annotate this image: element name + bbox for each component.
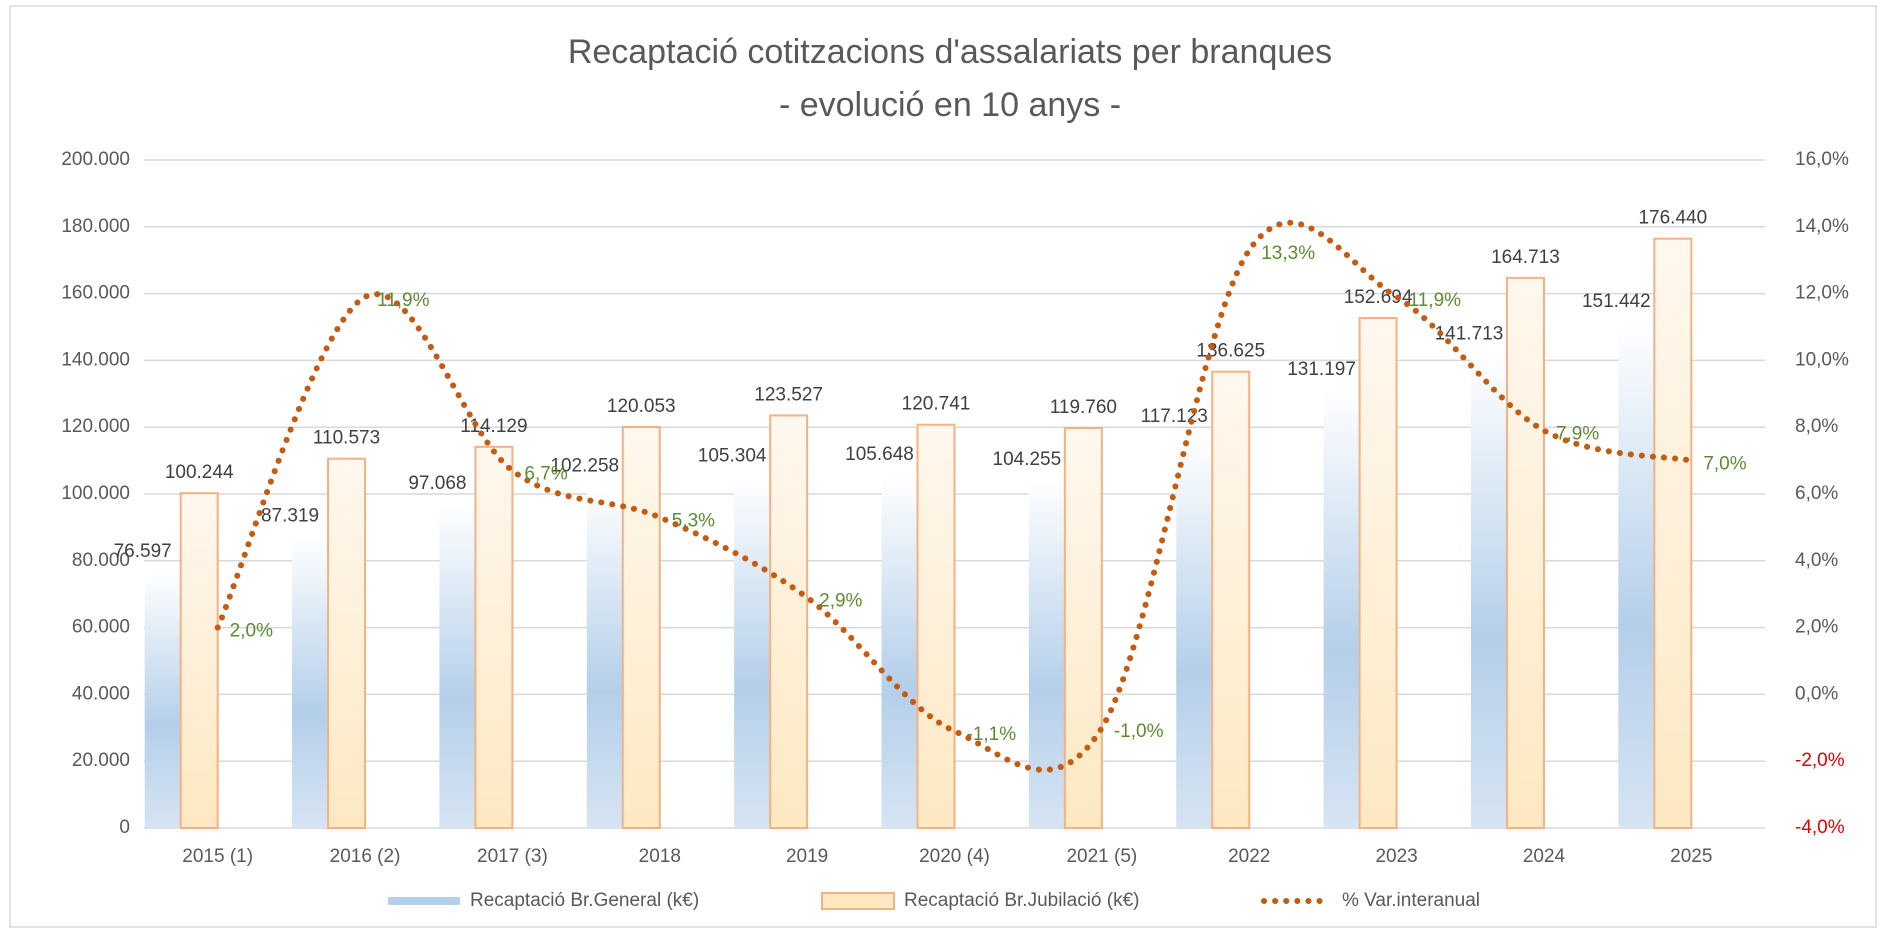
legend-label: % Var.interanual: [1342, 890, 1480, 911]
data-label: 120.053: [607, 396, 676, 417]
data-label: 119.760: [1050, 397, 1117, 418]
y-tick-label: 200.000: [61, 149, 130, 170]
y2-tick-label: 8,0%: [1795, 416, 1838, 437]
bar: [1211, 370, 1251, 829]
chart-subtitle: - evolució en 10 anys -: [779, 86, 1121, 124]
bar: [1618, 322, 1656, 828]
chart-title: Recaptació cotitzacions d'assalariats pe…: [568, 33, 1332, 71]
y2-tick-label: 6,0%: [1795, 483, 1838, 504]
y2-tick-label: 16,0%: [1795, 149, 1849, 170]
data-label: 87.319: [261, 505, 319, 526]
data-label: 105.648: [845, 444, 914, 465]
bar: [292, 536, 330, 828]
data-label: 141.713: [1435, 324, 1504, 345]
x-tick-label: 2022: [1228, 846, 1270, 867]
data-label: 114.129: [460, 416, 527, 437]
bar: [1063, 427, 1103, 829]
bar: [586, 486, 624, 828]
y-tick-label: 0: [119, 817, 130, 838]
data-label: 176.440: [1638, 208, 1707, 229]
bar: [621, 426, 661, 829]
x-tick-label: 2025: [1670, 846, 1712, 867]
bar: [144, 572, 182, 828]
data-label: 97.068: [408, 473, 466, 494]
bar: [179, 492, 219, 829]
line-label: 11,9%: [377, 290, 430, 311]
data-label: 102.258: [550, 455, 619, 476]
y2-tick-label: 0,0%: [1795, 683, 1838, 704]
data-label: 104.255: [993, 449, 1062, 470]
y-tick-label: 20.000: [72, 750, 130, 771]
legend-swatch: [388, 897, 460, 905]
y2-tick-label: -2,0%: [1795, 750, 1845, 771]
x-tick-label: 2017 (3): [477, 846, 548, 867]
line-label: -1,1%: [967, 724, 1017, 745]
legend-label: Recaptació Br.Jubilació (k€): [904, 890, 1140, 911]
legend-label: Recaptació Br.General (k€): [470, 890, 699, 911]
y-tick-label: 160.000: [61, 283, 130, 304]
bar: [1176, 436, 1214, 828]
bar: [439, 503, 477, 828]
x-tick-label: 2020 (4): [919, 846, 990, 867]
data-label: 105.304: [698, 445, 767, 466]
line-label: -1,0%: [1114, 721, 1164, 742]
line-label: 6,7%: [524, 464, 567, 485]
y2-tick-label: 12,0%: [1795, 283, 1849, 304]
x-tick-label: 2024: [1523, 846, 1566, 867]
data-label: 117.123: [1141, 406, 1208, 427]
y2-tick-label: -4,0%: [1795, 817, 1845, 838]
bar: [1653, 237, 1693, 829]
x-tick-label: 2015 (1): [182, 846, 253, 867]
data-label: 152.694: [1344, 287, 1413, 308]
y-tick-label: 100.000: [61, 483, 130, 504]
line-label: 7,0%: [1703, 454, 1746, 475]
line: [214, 219, 1695, 773]
data-label: 164.713: [1491, 247, 1560, 268]
bar: [769, 414, 809, 829]
line-label: 7,9%: [1556, 424, 1599, 445]
legend-swatch: [821, 892, 895, 910]
line-label: 11,9%: [1409, 290, 1462, 311]
y-tick-label: 80.000: [72, 550, 130, 571]
x-tick-label: 2023: [1375, 846, 1417, 867]
bar: [1470, 354, 1508, 828]
y-tick-label: 40.000: [72, 683, 130, 704]
bar: [1028, 479, 1066, 828]
bar: [734, 476, 772, 828]
y2-tick-label: 4,0%: [1795, 550, 1838, 571]
bar: [1323, 389, 1361, 828]
bar: [327, 457, 367, 829]
bar: [1358, 317, 1398, 829]
y-tick-label: 140.000: [61, 349, 130, 370]
bar: [881, 475, 919, 828]
y-tick-label: 60.000: [72, 617, 130, 638]
data-label: 120.741: [902, 394, 971, 415]
x-tick-label: 2016 (2): [330, 846, 401, 867]
bar: [1505, 276, 1545, 829]
x-tick-label: 2021 (5): [1066, 846, 1137, 867]
y2-tick-label: 2,0%: [1795, 617, 1838, 638]
line-label: 2,0%: [230, 621, 273, 642]
y-tick-label: 120.000: [61, 416, 130, 437]
bar: [474, 445, 514, 829]
line-label: 2,9%: [819, 591, 862, 612]
x-tick-label: 2019: [786, 846, 828, 867]
x-tick-label: 2018: [639, 846, 681, 867]
data-label: 110.573: [313, 428, 380, 449]
line-label: 5,3%: [672, 510, 715, 531]
data-label: 151.442: [1582, 291, 1651, 312]
data-label: 131.197: [1287, 359, 1356, 380]
data-label: 100.244: [165, 462, 234, 483]
y2-tick-label: 14,0%: [1795, 216, 1849, 237]
data-label: 123.527: [754, 384, 823, 405]
y-tick-label: 180.000: [61, 216, 130, 237]
bar: [916, 423, 956, 829]
line-label: 13,3%: [1261, 243, 1315, 264]
y2-tick-label: 10,0%: [1795, 349, 1849, 370]
data-label: 76.597: [114, 541, 172, 562]
